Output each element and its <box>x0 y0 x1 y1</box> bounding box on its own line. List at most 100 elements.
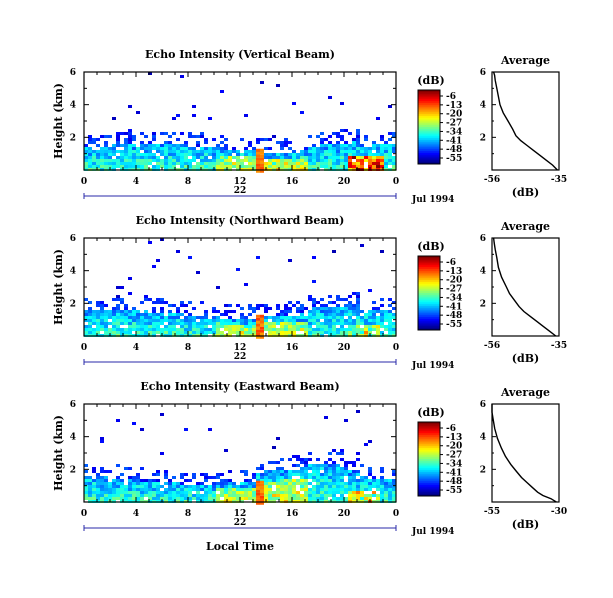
date-label: 22 <box>234 186 247 196</box>
date-suffix: Jul 1994 <box>411 527 454 537</box>
profile-y-tick-label: 6 <box>480 234 486 244</box>
profile-y-tick-label: 6 <box>480 400 486 410</box>
profile-x-tick-label: -30 <box>551 507 567 517</box>
date-label: 22 <box>234 352 247 362</box>
colorbar-tick-label: -55 <box>446 154 462 164</box>
colorbar-unit: (dB) <box>417 74 444 87</box>
colorbar-tick-label: -41 <box>446 468 462 478</box>
profile-y-tick-label: 4 <box>480 101 486 111</box>
colorbar-tick-label: -6 <box>446 258 456 268</box>
profile-line <box>492 71 558 171</box>
x-tick-label: 12 <box>234 343 247 353</box>
date-label: 22 <box>234 518 247 528</box>
profile-x-tick-label: -35 <box>551 341 567 351</box>
profile-title: Average <box>500 386 550 399</box>
x-tick-label: 8 <box>185 343 191 353</box>
colorbar-tick-label: -48 <box>446 477 462 487</box>
panel-3: Echo Intensity (Eastward Beam) 0 4 8 12 16 20 0… <box>52 380 567 553</box>
colorbar-tick-label: -6 <box>446 92 456 102</box>
y-tick-label: 4 <box>70 267 76 277</box>
profile-x-label: (dB) <box>512 186 539 199</box>
average-profile: Average 2 4 6 -55 -30 (dB) <box>480 386 567 531</box>
x-tick-label: 0 <box>393 177 399 187</box>
panel-title: Echo Intensity (Vertical Beam) <box>145 48 335 61</box>
colorbar-tick-label: -13 <box>446 101 462 111</box>
profile-frame <box>491 237 560 337</box>
y-tick-label: 2 <box>70 465 76 475</box>
colorbar-tick-label: -48 <box>446 145 462 155</box>
colorbar-tick-label: -20 <box>446 110 462 120</box>
date-suffix: Jul 1994 <box>411 195 454 205</box>
y-axis-label: Height (km) <box>52 83 65 159</box>
colorbar-tick-label: -13 <box>446 267 462 277</box>
profile-y-tick-label: 2 <box>480 133 486 143</box>
colorbar-tick-label: -48 <box>446 311 462 321</box>
y-tick-label: 2 <box>70 133 76 143</box>
profile-frame <box>491 403 560 503</box>
x-tick-label: 20 <box>338 177 351 187</box>
colorbar-unit: (dB) <box>417 406 444 419</box>
colorbar-tick-label: -55 <box>446 486 462 496</box>
y-tick-label: 4 <box>70 433 76 443</box>
x-tick-label: 8 <box>185 177 191 187</box>
panel-title: Echo Intensity (Northward Beam) <box>136 214 345 227</box>
average-profile: Average 2 4 6 -56 -35 (dB) <box>480 54 567 199</box>
y-axis-label: Height (km) <box>52 249 65 325</box>
y-tick-label: 6 <box>70 68 76 78</box>
profile-line <box>492 237 557 337</box>
profile-x-label: (dB) <box>512 518 539 531</box>
profile-x-tick-label: -55 <box>484 507 500 517</box>
x-tick-label: 4 <box>133 343 139 353</box>
colorbar-tick-label: -6 <box>446 424 456 434</box>
colorbar-frame <box>417 421 441 497</box>
panel-2: Echo Intensity (Northward Beam)0 4 8 12 16 20… <box>52 214 567 371</box>
colorbar-tick-label: -27 <box>446 451 462 461</box>
profile-y-tick-label: 6 <box>480 68 486 78</box>
profile-y-tick-label: 2 <box>480 465 486 475</box>
profile-title: Average <box>500 220 550 233</box>
date-suffix: Jul 1994 <box>411 361 454 371</box>
x-tick-label: 0 <box>81 343 87 353</box>
x-axis-label: Local Time <box>206 540 274 553</box>
colorbar-unit: (dB) <box>417 240 444 253</box>
x-tick-label: 8 <box>185 509 191 519</box>
profile-title: Average <box>500 54 550 67</box>
colorbar-tick-label: -20 <box>446 276 462 286</box>
colorbar-tick-label: -27 <box>446 119 462 129</box>
colorbar-tick-label: -41 <box>446 302 462 312</box>
heatmap-cells <box>84 238 396 339</box>
profile-y-tick-label: 2 <box>480 299 486 309</box>
colorbar-tick-label: -13 <box>446 433 462 443</box>
profile-y-tick-label: 4 <box>480 267 486 277</box>
colorbar-tick-label: -34 <box>446 459 462 469</box>
profile-frame <box>491 71 560 171</box>
x-tick-label: 12 <box>234 177 247 187</box>
profile-y-tick-label: 4 <box>480 433 486 443</box>
y-tick-label: 6 <box>70 400 76 410</box>
colorbar-frame <box>417 89 441 165</box>
x-tick-label: 0 <box>81 509 87 519</box>
colorbar-frame <box>417 255 441 331</box>
panel-title: Echo Intensity (Eastward Beam) <box>140 380 339 393</box>
y-axis-label: Height (km) <box>52 415 65 491</box>
colorbar-tick-label: -55 <box>446 320 462 330</box>
x-tick-label: 16 <box>286 509 299 519</box>
x-tick-label: 16 <box>286 343 299 353</box>
profile-x-label: (dB) <box>512 352 539 365</box>
y-tick-label: 2 <box>70 299 76 309</box>
x-tick-label: 0 <box>81 177 87 187</box>
colorbar-tick-label: -41 <box>446 136 462 146</box>
profile-x-tick-label: -56 <box>484 341 500 351</box>
panel-1: Echo Intensity (Vertical Beam) 0 4 8 12 16 20 0… <box>52 48 567 205</box>
colorbar: -6-13-20-27-34-41-48-55 <box>417 255 462 331</box>
x-tick-label: 16 <box>286 177 299 187</box>
colorbar: -6-13-20-27-34-41-48-55 <box>417 421 462 497</box>
colorbar-tick-label: -34 <box>446 293 462 303</box>
x-tick-label: 4 <box>133 177 139 187</box>
colorbar-tick-label: -34 <box>446 127 462 137</box>
profile-line <box>491 404 557 503</box>
colorbar-tick-label: -27 <box>446 285 462 295</box>
x-tick-label: 12 <box>234 509 247 519</box>
x-tick-label: 20 <box>338 509 351 519</box>
